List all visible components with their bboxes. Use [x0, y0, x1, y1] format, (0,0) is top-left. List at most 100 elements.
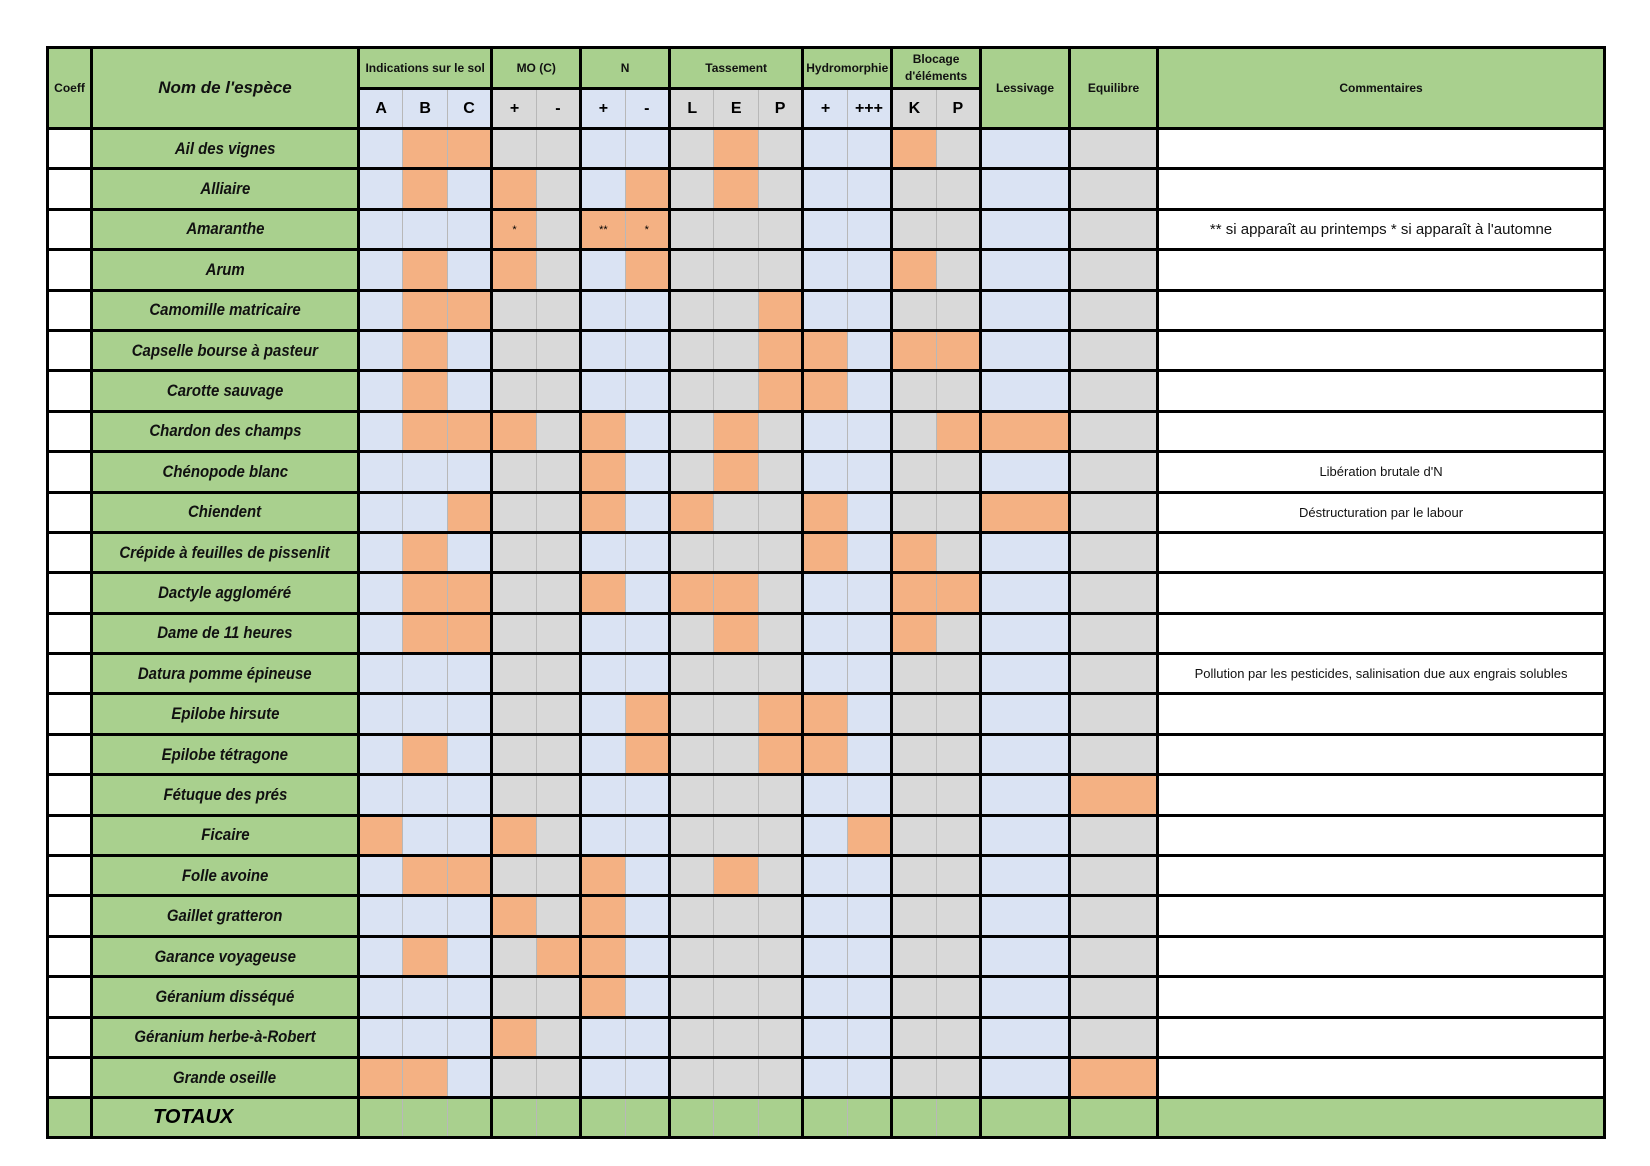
indicator-cell-marked[interactable] [1068, 1055, 1159, 1100]
indicator-cell-marked[interactable] [446, 490, 493, 534]
indicator-cell[interactable] [713, 692, 759, 736]
indicator-cell[interactable] [668, 450, 715, 494]
indicator-cell[interactable] [490, 975, 537, 1019]
indicator-cell[interactable] [757, 167, 804, 211]
indicator-cell[interactable] [579, 732, 626, 777]
indicator-cell[interactable] [757, 975, 804, 1019]
indicator-cell[interactable] [935, 450, 982, 494]
indicator-cell[interactable] [446, 894, 493, 938]
indicator-cell-marked[interactable] [402, 1055, 448, 1100]
indicator-cell[interactable] [356, 975, 404, 1019]
indicator-cell[interactable] [979, 894, 1071, 938]
indicator-cell[interactable] [1068, 975, 1159, 1019]
indicator-cell[interactable] [668, 652, 715, 696]
indicator-cell[interactable] [624, 450, 671, 494]
indicator-cell[interactable] [935, 732, 982, 777]
indicator-cell[interactable] [713, 934, 759, 979]
indicator-cell[interactable] [713, 894, 759, 938]
indicator-cell-marked[interactable] [890, 530, 937, 575]
indicator-cell[interactable] [979, 854, 1071, 898]
indicator-cell-marked[interactable] [890, 611, 937, 656]
indicator-cell[interactable] [846, 571, 893, 615]
indicator-cell[interactable] [579, 288, 626, 332]
indicator-cell[interactable] [624, 530, 671, 575]
indicator-cell[interactable] [402, 975, 448, 1019]
indicator-cell[interactable] [490, 854, 537, 898]
indicator-cell[interactable] [979, 167, 1071, 211]
indicator-cell[interactable] [446, 328, 493, 373]
indicator-cell-marked[interactable] [446, 611, 493, 656]
indicator-cell[interactable] [801, 288, 848, 332]
indicator-cell[interactable] [356, 248, 404, 292]
indicator-cell[interactable] [668, 248, 715, 292]
indicator-cell[interactable] [757, 1055, 804, 1100]
coeff-input[interactable] [46, 1015, 92, 1059]
indicator-cell[interactable] [624, 328, 671, 373]
indicator-cell[interactable] [535, 732, 582, 777]
indicator-cell[interactable] [624, 854, 671, 898]
indicator-cell[interactable] [356, 450, 404, 494]
indicator-cell-marked[interactable] [935, 409, 982, 454]
indicator-cell-marked[interactable] [801, 530, 848, 575]
indicator-cell[interactable] [935, 975, 982, 1019]
indicator-cell[interactable] [446, 167, 493, 211]
coeff-input[interactable] [46, 934, 92, 979]
indicator-cell[interactable] [1068, 248, 1159, 292]
indicator-cell-marked[interactable]: * [624, 207, 671, 252]
indicator-cell[interactable] [668, 167, 715, 211]
indicator-cell[interactable] [624, 571, 671, 615]
indicator-cell[interactable] [446, 530, 493, 575]
indicator-cell[interactable] [846, 288, 893, 332]
indicator-cell-marked[interactable] [402, 571, 448, 615]
indicator-cell-marked[interactable] [713, 126, 759, 171]
indicator-cell[interactable] [490, 369, 537, 413]
indicator-cell[interactable] [668, 894, 715, 938]
indicator-cell[interactable] [890, 813, 937, 858]
indicator-cell[interactable] [801, 1055, 848, 1100]
indicator-cell[interactable] [757, 530, 804, 575]
indicator-cell[interactable] [979, 126, 1071, 171]
indicator-cell[interactable] [668, 732, 715, 777]
indicator-cell[interactable] [935, 248, 982, 292]
coeff-input[interactable] [46, 813, 92, 858]
indicator-cell[interactable] [757, 207, 804, 252]
indicator-cell[interactable] [801, 894, 848, 938]
coeff-input[interactable] [46, 611, 92, 656]
indicator-cell[interactable] [668, 1015, 715, 1059]
indicator-cell[interactable] [624, 652, 671, 696]
indicator-cell[interactable] [979, 611, 1071, 656]
indicator-cell-marked[interactable] [446, 854, 493, 898]
indicator-cell[interactable] [801, 854, 848, 898]
indicator-cell[interactable] [446, 813, 493, 858]
indicator-cell[interactable] [979, 248, 1071, 292]
indicator-cell[interactable] [535, 409, 582, 454]
coeff-input[interactable] [46, 369, 92, 413]
indicator-cell[interactable] [713, 975, 759, 1019]
indicator-cell[interactable] [846, 934, 893, 979]
indicator-cell-marked[interactable] [624, 248, 671, 292]
indicator-cell[interactable] [446, 692, 493, 736]
indicator-cell[interactable] [935, 1055, 982, 1100]
indicator-cell-marked[interactable] [713, 409, 759, 454]
indicator-cell[interactable] [757, 248, 804, 292]
indicator-cell[interactable] [535, 328, 582, 373]
indicator-cell-marked[interactable] [579, 490, 626, 534]
comment-cell[interactable] [1156, 854, 1607, 898]
indicator-cell[interactable] [535, 490, 582, 534]
indicator-cell[interactable] [624, 773, 671, 817]
indicator-cell[interactable] [935, 167, 982, 211]
indicator-cell-marked[interactable] [757, 692, 804, 736]
indicator-cell[interactable] [356, 934, 404, 979]
indicator-cell[interactable] [579, 692, 626, 736]
indicator-cell[interactable] [846, 773, 893, 817]
comment-cell[interactable]: Libération brutale d'N [1156, 450, 1607, 494]
indicator-cell[interactable] [624, 369, 671, 413]
indicator-cell[interactable] [356, 773, 404, 817]
indicator-cell-marked[interactable] [890, 126, 937, 171]
comment-cell[interactable] [1156, 732, 1607, 777]
indicator-cell[interactable] [579, 328, 626, 373]
indicator-cell[interactable] [356, 652, 404, 696]
indicator-cell[interactable] [446, 732, 493, 777]
indicator-cell[interactable] [757, 854, 804, 898]
indicator-cell[interactable] [1068, 571, 1159, 615]
